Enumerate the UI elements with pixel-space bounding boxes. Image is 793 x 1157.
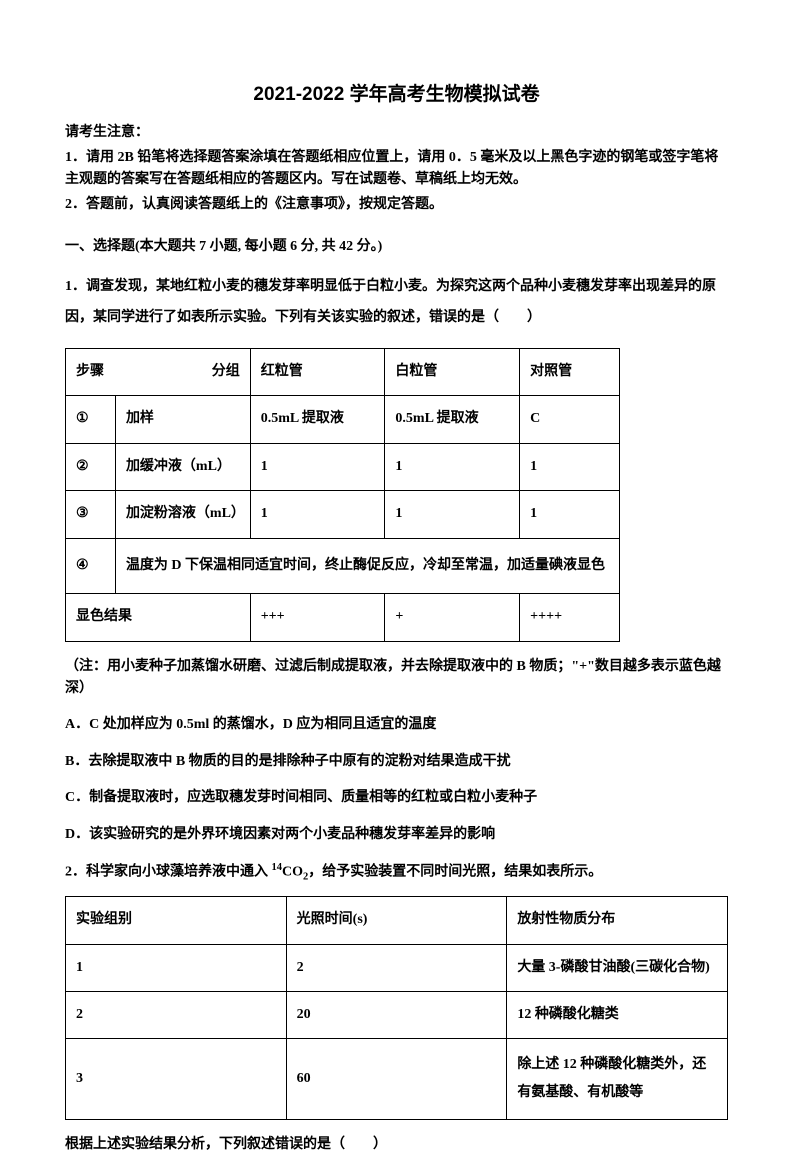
table-cell: 1 — [385, 491, 520, 538]
table-cell: 1 — [520, 491, 620, 538]
table-cell: 加缓冲液（mL） — [115, 443, 250, 490]
table-header-step: 步骤 分组 — [66, 348, 251, 395]
option-c: C．制备提取液时，应选取穗发芽时间相同、质量相等的红粒或白粒小麦种子 — [65, 787, 728, 809]
question-1-note: （注：用小麦种子加蒸馏水研磨、过滤后制成提取液，并去除提取液中的 B 物质；"+… — [65, 656, 728, 701]
table-row: 3 60 除上述 12 种磷酸化糖类外，还有氨基酸、有机酸等 — [66, 1039, 728, 1120]
question-1-text: 1．调查发现，某地红粒小麦的穗发芽率明显低于白粒小麦。为探究这两个品种小麦穗发芽… — [65, 272, 728, 334]
table-cell: ② — [66, 443, 116, 490]
notice-line-1: 1．请用 2B 铅笔将选择题答案涂填在答题纸相应位置上，请用 0．5 毫米及以上… — [65, 147, 728, 192]
table-cell: 2 — [286, 944, 507, 991]
notice-section: 请考生注意： 1．请用 2B 铅笔将选择题答案涂填在答题纸相应位置上，请用 0．… — [65, 122, 728, 216]
option-a: A．C 处加样应为 0.5ml 的蒸馏水，D 应为相同且适宜的温度 — [65, 714, 728, 736]
question-2-final: 根据上述实验结果分析，下列叙述错误的是（ ） — [65, 1134, 728, 1156]
section-1-header: 一、选择题(本大题共 7 小题, 每小题 6 分, 共 42 分。) — [65, 236, 728, 258]
option-b: B．去除提取液中 B 物质的目的是排除种子中原有的淀粉对结果造成干扰 — [65, 751, 728, 773]
table-cell: 0.5mL 提取液 — [250, 396, 385, 443]
table-cell: C — [520, 396, 620, 443]
table-header: 放射性物质分布 — [507, 897, 728, 944]
table-cell-result: 显色结果 — [66, 594, 251, 641]
table-row: ① 加样 0.5mL 提取液 0.5mL 提取液 C — [66, 396, 620, 443]
table-cell: 加淀粉溶液（mL） — [115, 491, 250, 538]
table-cell: 加样 — [115, 396, 250, 443]
table-row: 实验组别 光照时间(s) 放射性物质分布 — [66, 897, 728, 944]
table-cell: 2 — [66, 992, 287, 1039]
notice-line-2: 2．答题前，认真阅读答题纸上的《注意事项》，按规定答题。 — [65, 194, 728, 216]
question-1-table: 步骤 分组 红粒管 白粒管 对照管 ① 加样 0.5mL 提取液 0.5mL 提… — [65, 348, 620, 642]
table-cell: 1 — [385, 443, 520, 490]
table-cell: ④ — [66, 538, 116, 594]
table-row: 1 2 大量 3-磷酸甘油酸(三碳化合物) — [66, 944, 728, 991]
question-2-table: 实验组别 光照时间(s) 放射性物质分布 1 2 大量 3-磷酸甘油酸(三碳化合… — [65, 896, 728, 1120]
table-header-control: 对照管 — [520, 348, 620, 395]
notice-header: 请考生注意： — [65, 122, 728, 144]
table-cell: 1 — [250, 491, 385, 538]
question-2-text: 2．科学家向小球藻培养液中通入 14CO2，给予实验装置不同时间光照，结果如表所… — [65, 860, 728, 886]
table-cell: + — [385, 594, 520, 641]
table-cell: 3 — [66, 1039, 287, 1120]
table-row: 显色结果 +++ + ++++ — [66, 594, 620, 641]
exam-title: 2021-2022 学年高考生物模拟试卷 — [65, 80, 728, 110]
table-row: 步骤 分组 红粒管 白粒管 对照管 — [66, 348, 620, 395]
table-cell: 12 种磷酸化糖类 — [507, 992, 728, 1039]
table-cell: 大量 3-磷酸甘油酸(三碳化合物) — [507, 944, 728, 991]
table-header-red: 红粒管 — [250, 348, 385, 395]
table-row: ④ 温度为 D 下保温相同适宜时间，终止酶促反应，冷却至常温，加适量碘液显色 — [66, 538, 620, 594]
table-cell: ③ — [66, 491, 116, 538]
table-cell: 20 — [286, 992, 507, 1039]
table-cell: 除上述 12 种磷酸化糖类外，还有氨基酸、有机酸等 — [507, 1039, 728, 1120]
table-cell: +++ — [250, 594, 385, 641]
table-header: 实验组别 — [66, 897, 287, 944]
table-cell: 1 — [250, 443, 385, 490]
option-d: D．该实验研究的是外界环境因素对两个小麦品种穗发芽率差异的影响 — [65, 824, 728, 846]
table-cell: 1 — [520, 443, 620, 490]
table-cell: 1 — [66, 944, 287, 991]
table-row: ③ 加淀粉溶液（mL） 1 1 1 — [66, 491, 620, 538]
table-cell: ① — [66, 396, 116, 443]
table-row: 2 20 12 种磷酸化糖类 — [66, 992, 728, 1039]
table-header-white: 白粒管 — [385, 348, 520, 395]
table-cell: 60 — [286, 1039, 507, 1120]
table-header: 光照时间(s) — [286, 897, 507, 944]
table-cell: ++++ — [520, 594, 620, 641]
table-cell: 0.5mL 提取液 — [385, 396, 520, 443]
table-row: ② 加缓冲液（mL） 1 1 1 — [66, 443, 620, 490]
table-cell-merged: 温度为 D 下保温相同适宜时间，终止酶促反应，冷却至常温，加适量碘液显色 — [115, 538, 619, 594]
